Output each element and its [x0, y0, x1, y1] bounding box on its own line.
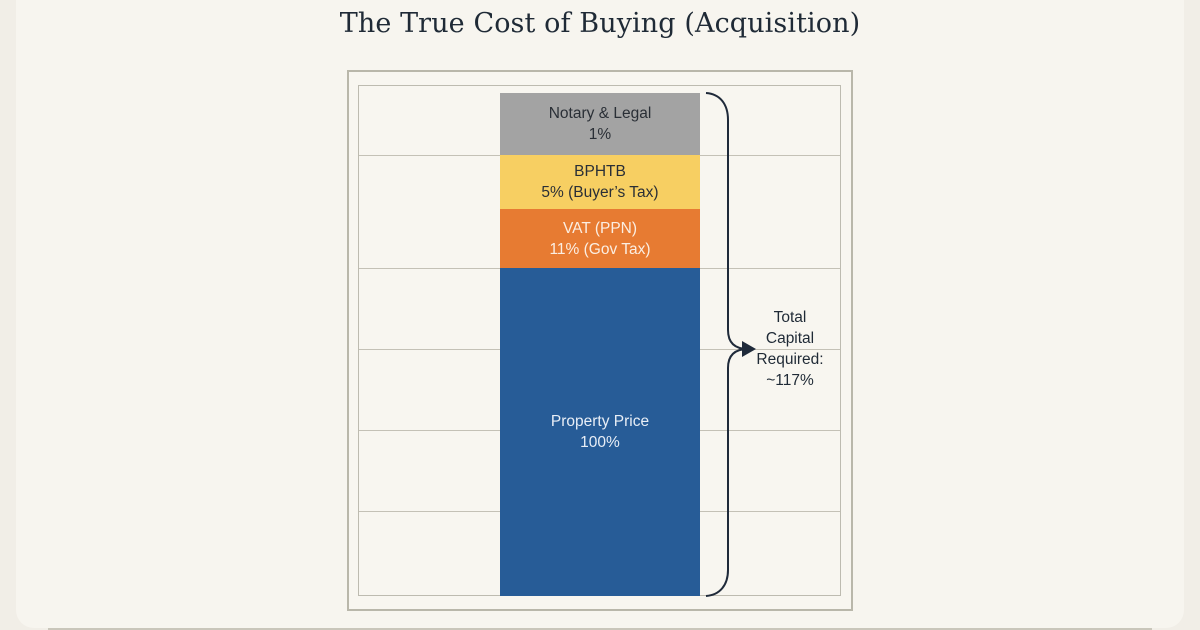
total-capital-annotation: Total Capital Required: ~117% [748, 307, 832, 391]
segment-vat: VAT (PPN) 11% (Gov Tax) [500, 209, 700, 268]
segment-value: 1% [588, 126, 612, 143]
segment-name: Property Price [550, 413, 650, 430]
segment-name: Notary & Legal [548, 105, 652, 122]
page-bottom-divider [48, 628, 1152, 630]
segment-notary-legal: Notary & Legal 1% [500, 93, 700, 155]
segment-bphtb: BPHTB 5% (Buyer’s Tax) [500, 155, 700, 209]
annotation-line: Required: [756, 351, 824, 368]
segment-name: BPHTB [574, 163, 626, 180]
annotation-total-value: ~117% [766, 372, 814, 389]
annotation-line: Capital [765, 330, 815, 347]
total-brace-arrow-icon [705, 92, 756, 597]
segment-value: 5% (Buyer’s Tax) [541, 184, 659, 201]
annotation-line: Total [773, 309, 807, 326]
chart-title: The True Cost of Buying (Acquisition) [339, 8, 861, 39]
segment-value: 100% [580, 434, 620, 451]
stacked-bar: Notary & Legal 1% BPHTB 5% (Buyer’s Tax)… [500, 93, 700, 596]
segment-value: 11% (Gov Tax) [549, 240, 651, 258]
segment-name: VAT (PPN) [562, 219, 638, 237]
segment-property-price: Property Price 100% [500, 268, 700, 596]
